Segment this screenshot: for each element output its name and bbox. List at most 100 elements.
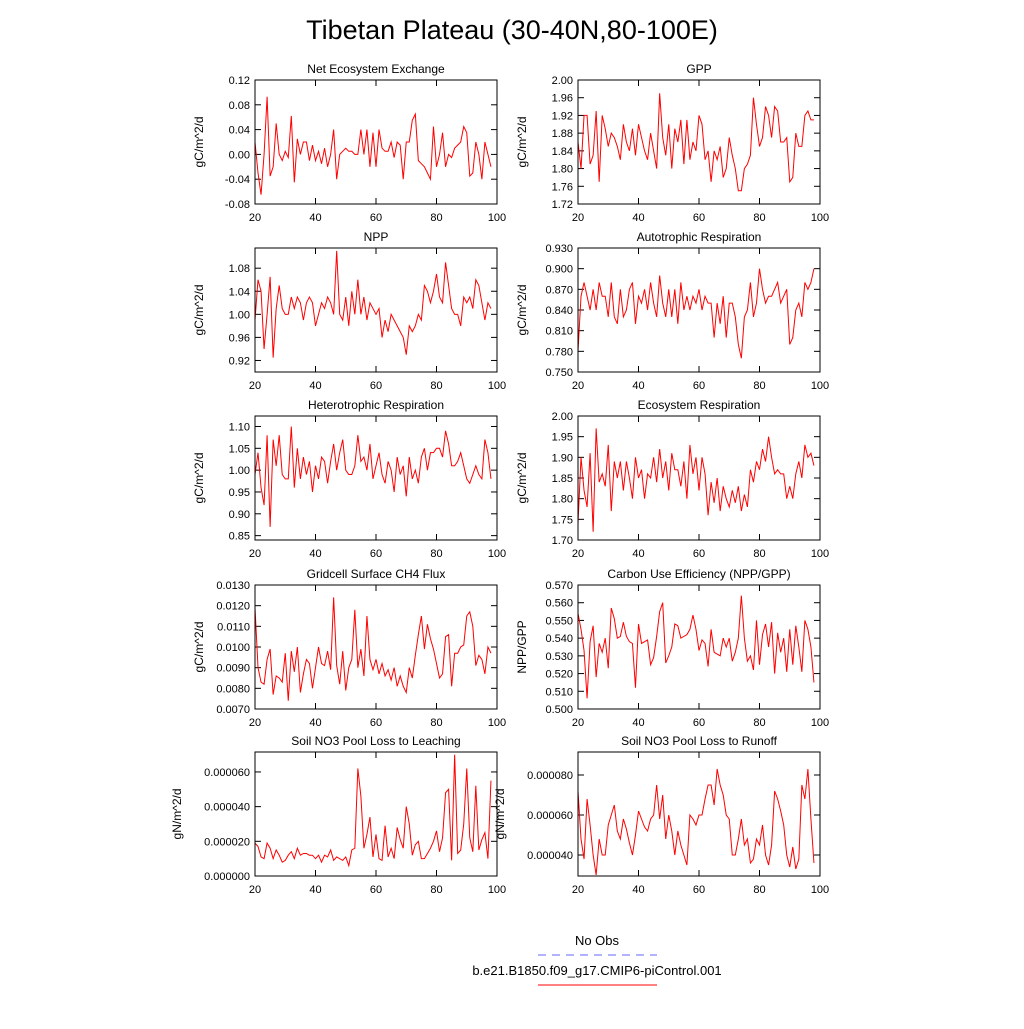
- x-tick-label: 60: [693, 212, 705, 224]
- data-line: [254, 597, 492, 701]
- y-tick-label: 0.92: [229, 355, 250, 367]
- y-tick-label: 0.85: [229, 531, 250, 543]
- y-tick-label: 0.08: [229, 100, 250, 112]
- x-tick-label: 100: [811, 884, 829, 896]
- y-axis-label: gC/m^2/d: [192, 285, 206, 336]
- y-tick-label: 0.900: [545, 264, 573, 276]
- y-tick-label: 0.560: [545, 598, 573, 610]
- y-axis-label: gC/m^2/d: [192, 622, 206, 673]
- x-tick-label: 20: [572, 884, 584, 896]
- data-line: [254, 754, 492, 868]
- y-tick-label: 0.500: [545, 704, 573, 716]
- panel: Carbon Use Efficiency (NPP/GPP) NPP/GPP 0.…: [515, 567, 829, 729]
- y-tick-label: 0.000060: [527, 810, 573, 822]
- panel-title: Gridcell Surface CH4 Flux: [307, 567, 446, 581]
- y-tick-label: 1.05: [229, 443, 250, 455]
- y-tick-label: 0.000080: [527, 770, 573, 782]
- y-axis-label: gC/m^2/d: [515, 453, 529, 504]
- x-tick-label: 60: [370, 717, 382, 729]
- y-tick-label: 0.540: [545, 633, 573, 645]
- x-tick-label: 80: [430, 717, 442, 729]
- data-line: [254, 96, 492, 195]
- y-tick-label: 0.000040: [204, 802, 250, 814]
- y-tick-label: 1.04: [229, 286, 250, 298]
- x-tick-label: 80: [753, 380, 765, 392]
- x-tick-label: 20: [572, 717, 584, 729]
- x-tick-label: 20: [249, 212, 261, 224]
- plot-frame: [254, 584, 498, 710]
- data-line: [577, 428, 815, 532]
- panel-title: NPP: [364, 230, 389, 244]
- y-tick-label: 0.840: [545, 305, 573, 317]
- y-tick-label: 1.84: [552, 146, 573, 158]
- y-tick-label: 1.95: [552, 432, 573, 444]
- x-tick-label: 40: [309, 212, 321, 224]
- plot-frame: [254, 79, 498, 205]
- panel: Heterotrophic Respiration gC/m^2/d 0.85 0.9…: [192, 398, 506, 560]
- x-tick-label: 20: [249, 717, 261, 729]
- x-tick-label: 100: [488, 380, 506, 392]
- plot-frame: [577, 751, 821, 877]
- y-tick-label: 0.12: [229, 75, 250, 87]
- y-axis-label: gC/m^2/d: [192, 117, 206, 168]
- x-tick-label: 40: [632, 380, 644, 392]
- y-tick-label: 1.08: [229, 263, 250, 275]
- x-tick-label: 20: [572, 212, 584, 224]
- x-tick-label: 20: [249, 380, 261, 392]
- data-line: [577, 268, 815, 359]
- x-tick-label: 40: [309, 717, 321, 729]
- y-tick-label: 0.0110: [217, 621, 250, 633]
- x-tick-label: 80: [430, 548, 442, 560]
- x-tick-label: 60: [370, 884, 382, 896]
- panel-title: Net Ecosystem Exchange: [307, 62, 445, 76]
- y-tick-label: 0.000000: [204, 871, 250, 883]
- y-tick-label: 1.10: [229, 421, 250, 433]
- plot-frame: [254, 247, 498, 373]
- x-tick-label: 60: [693, 548, 705, 560]
- y-axis-label: NPP/GPP: [515, 620, 529, 673]
- data-line: [254, 426, 492, 527]
- x-tick-label: 100: [488, 548, 506, 560]
- y-tick-label: 1.96: [552, 93, 573, 105]
- y-tick-label: 0.0090: [216, 663, 250, 675]
- y-tick-label: 1.70: [552, 535, 573, 547]
- x-tick-label: 20: [572, 548, 584, 560]
- x-tick-label: 80: [753, 548, 765, 560]
- x-tick-label: 40: [632, 212, 644, 224]
- x-tick-label: 80: [753, 884, 765, 896]
- panel: NPP gC/m^2/d 0.92 0.96 1.00 1.04 1.08 20 40 60 80 1…: [192, 230, 506, 392]
- y-tick-label: 1.88: [552, 128, 573, 140]
- y-tick-label: 0.570: [545, 580, 573, 592]
- y-tick-label: 0.000060: [204, 767, 250, 779]
- panel: Net Ecosystem Exchange gC/m^2/d -0.08 -0.04…: [192, 62, 506, 224]
- y-tick-label: 0.930: [545, 243, 573, 255]
- x-tick-label: 40: [309, 548, 321, 560]
- panel: Gridcell Surface CH4 Flux gC/m^2/d 0.0070 0…: [192, 567, 506, 729]
- y-tick-label: 1.75: [552, 514, 573, 526]
- y-tick-label: 0.780: [545, 346, 573, 358]
- x-tick-label: 40: [309, 884, 321, 896]
- legend-label: b.e21.B1850.f09_g17.CMIP6-piControl.001: [472, 963, 721, 978]
- y-tick-label: 0.00: [229, 149, 250, 161]
- x-tick-label: 80: [430, 212, 442, 224]
- y-axis-label: gC/m^2/d: [192, 453, 206, 504]
- y-tick-label: 0.0080: [216, 683, 250, 695]
- panel: Soil NO3 Pool Loss to Runoff gN/m^2/d 0.00…: [493, 734, 829, 896]
- y-tick-label: 0.000020: [204, 836, 250, 848]
- plot-frame: [577, 247, 821, 373]
- x-tick-label: 60: [693, 380, 705, 392]
- y-tick-label: 0.530: [545, 651, 573, 663]
- plot-frame: [577, 415, 821, 541]
- panel-title: Autotrophic Respiration: [637, 230, 762, 244]
- x-tick-label: 40: [309, 380, 321, 392]
- x-tick-label: 40: [632, 548, 644, 560]
- plot-frame: [254, 751, 498, 877]
- panel-title: Soil NO3 Pool Loss to Runoff: [621, 734, 778, 748]
- y-tick-label: 0.810: [545, 326, 573, 338]
- y-tick-label: 1.72: [552, 199, 573, 211]
- y-tick-label: 0.520: [545, 669, 573, 681]
- plot-frame: [254, 415, 498, 541]
- x-tick-label: 100: [488, 884, 506, 896]
- y-axis-label: gC/m^2/d: [515, 117, 529, 168]
- x-tick-label: 20: [249, 548, 261, 560]
